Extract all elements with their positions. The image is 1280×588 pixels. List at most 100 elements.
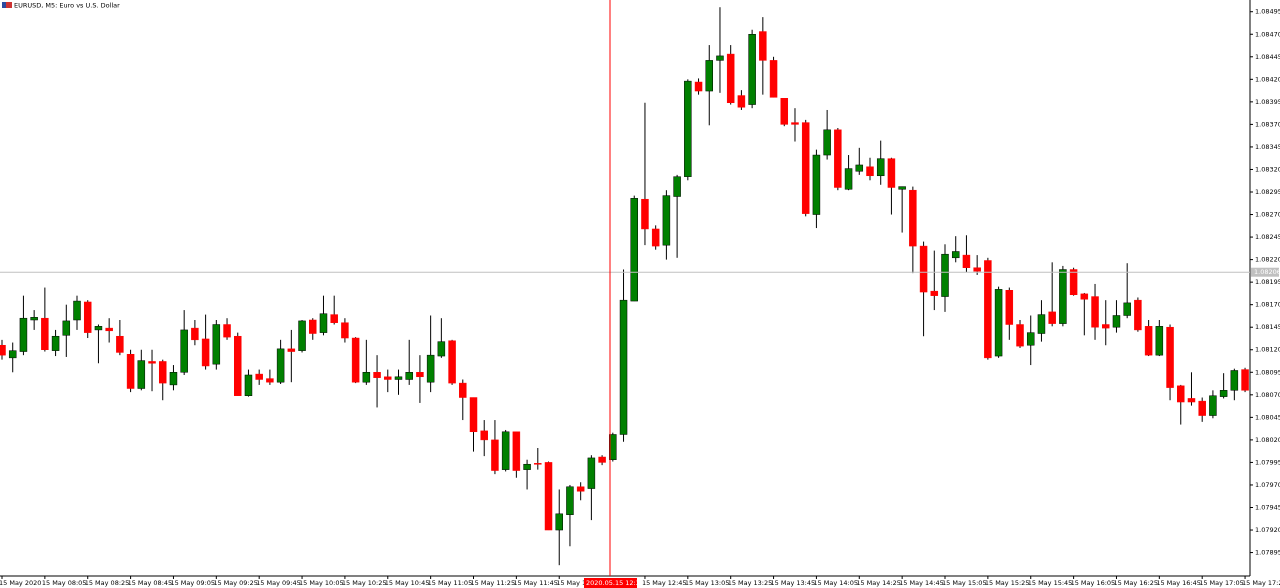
flag-icon: [2, 2, 12, 8]
candle: [1144, 320, 1153, 357]
candle-body: [812, 154, 821, 215]
candle: [201, 314, 210, 370]
candle: [855, 147, 864, 175]
y-tick-label: 1.07995: [1255, 458, 1280, 466]
candle-body: [94, 326, 103, 331]
y-tick-label: 1.08395: [1255, 98, 1280, 106]
candle-body: [984, 260, 992, 359]
y-tick-label: 1.08070: [1255, 391, 1280, 399]
candle-body: [694, 81, 703, 92]
candle-body: [534, 463, 542, 465]
candle-body: [887, 158, 896, 188]
candle-body: [416, 372, 424, 378]
candle: [276, 339, 285, 384]
candle: [1219, 373, 1228, 399]
candle: [426, 315, 435, 393]
candle-body: [619, 299, 628, 435]
candle-body: [480, 430, 488, 441]
candle: [973, 255, 981, 275]
candle-body: [1144, 326, 1153, 356]
candle: [748, 29, 756, 109]
candle: [126, 349, 135, 393]
candle-body: [834, 129, 842, 188]
candle-body: [158, 361, 167, 384]
candle: [266, 369, 274, 385]
candle-body: [459, 382, 467, 398]
candle: [116, 320, 124, 356]
candle: [609, 432, 617, 462]
y-tick-label: 1.08445: [1255, 53, 1280, 61]
candle-body: [8, 350, 17, 359]
x-tick-label: 15 May 09:05: [170, 579, 215, 587]
candle-body: [973, 267, 981, 272]
x-tick-label: 15 May 16:05: [1071, 579, 1116, 587]
y-tick-label: 1.08495: [1255, 8, 1280, 16]
candle: [544, 461, 553, 531]
candle: [962, 235, 971, 273]
x-tick-label: 15 May 10:45: [385, 579, 430, 587]
candle-body: [276, 348, 285, 383]
candle: [309, 318, 317, 340]
candle: [416, 355, 424, 403]
candle-body: [491, 439, 499, 471]
candle-body: [748, 34, 756, 105]
candle-body: [609, 434, 617, 460]
candle-body: [673, 176, 681, 197]
candle: [51, 329, 60, 357]
candle-body: [234, 335, 242, 396]
candle: [137, 349, 146, 391]
x-tick-label: 15 May 08:45: [128, 579, 173, 587]
candle: [1016, 320, 1024, 348]
candle: [362, 339, 371, 385]
candle-body: [1123, 302, 1131, 316]
candle-body: [1005, 290, 1014, 325]
y-tick-label: 1.08270: [1255, 211, 1280, 219]
y-tick-label: 1.08195: [1255, 278, 1280, 286]
candle: [1155, 320, 1164, 357]
candle: [780, 98, 789, 127]
candle: [930, 250, 939, 311]
candle-body: [83, 301, 92, 333]
x-tick-label: 15 May 14:05: [813, 579, 858, 587]
candle-body: [512, 431, 521, 471]
candle: [919, 241, 928, 337]
candle-body: [855, 164, 864, 172]
candle-body: [630, 198, 638, 302]
y-tick-label: 1.07895: [1255, 549, 1280, 557]
candle: [994, 286, 1003, 358]
candle-body: [1026, 332, 1035, 346]
candle: [1059, 265, 1067, 327]
candle-body: [994, 289, 1003, 357]
x-tick-label: 15 May 11:45: [513, 579, 558, 587]
candle-body: [148, 361, 156, 364]
y-tick-label: 1.08170: [1255, 301, 1280, 309]
candle: [1101, 300, 1110, 346]
candle-body: [1091, 296, 1099, 328]
candle-body: [501, 431, 510, 470]
candle-body: [1016, 324, 1024, 347]
candle: [844, 155, 853, 191]
candle: [1177, 384, 1185, 425]
candle-body: [41, 317, 49, 350]
candle-body: [759, 31, 767, 61]
candle: [373, 355, 381, 408]
x-tick-label: 15 May 08:25: [85, 579, 130, 587]
candle: [1209, 390, 1217, 419]
candle-body: [105, 327, 113, 332]
candle: [694, 78, 703, 95]
candle-body: [737, 95, 746, 108]
candle: [394, 369, 403, 395]
chart-title: EURUSD, M5: Euro vs U.S. Dollar: [14, 2, 120, 10]
candle: [8, 342, 17, 373]
x-tick-label: 15 May 11:25: [471, 579, 516, 587]
candle: [662, 190, 671, 260]
x-tick-label: 15 May 12:45: [642, 579, 687, 587]
candle: [1166, 324, 1174, 401]
candle-body: [180, 329, 188, 373]
candle-body: [212, 324, 221, 365]
candle: [19, 295, 28, 356]
candle: [726, 45, 735, 105]
candle-body: [1134, 299, 1142, 331]
